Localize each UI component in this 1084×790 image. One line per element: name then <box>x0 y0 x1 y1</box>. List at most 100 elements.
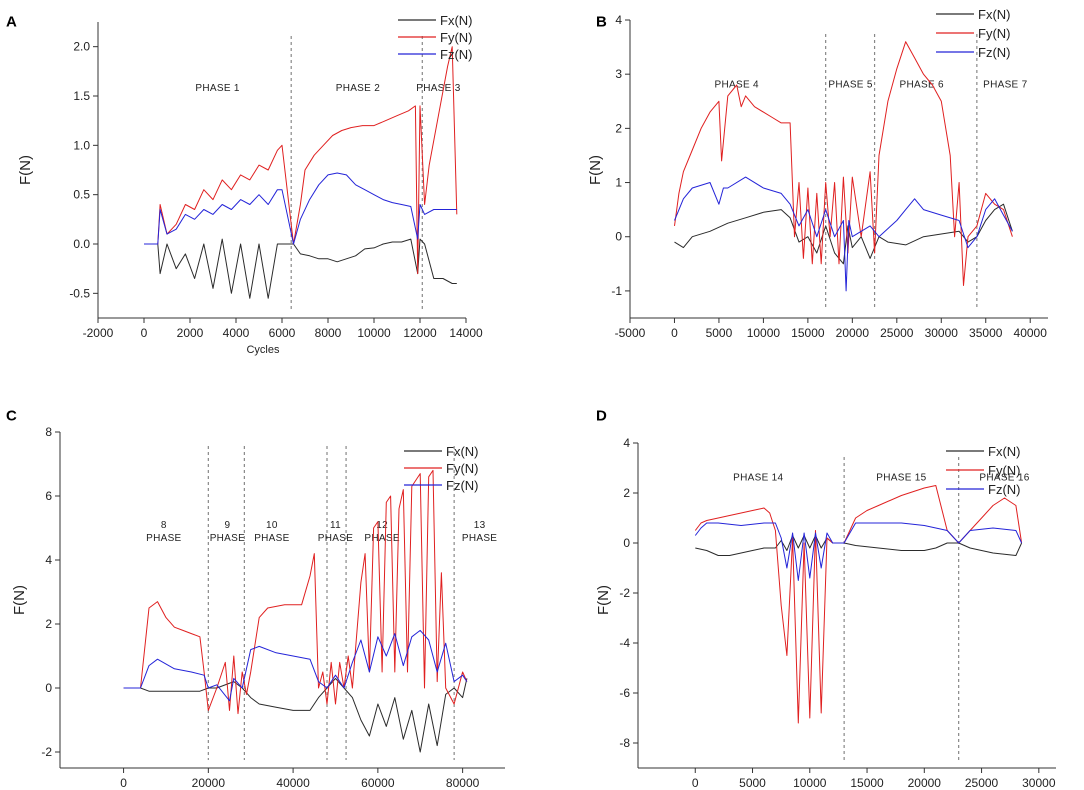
x-tick-label: 6000 <box>269 326 296 340</box>
phase-label: PHASE 1 <box>195 83 239 94</box>
x-tick-label: 20000 <box>192 776 226 790</box>
y-axis-title: F(N) <box>17 155 34 185</box>
legend-label: Fz(N) <box>988 482 1021 497</box>
phase-label: PHASE <box>146 533 181 544</box>
x-tick-label: 12000 <box>403 326 437 340</box>
x-tick-label: 35000 <box>969 326 1003 340</box>
y-tick-label: 4 <box>623 436 630 450</box>
x-tick-label: 20000 <box>908 776 942 790</box>
y-tick-label: -4 <box>619 636 630 650</box>
y-tick-label: 4 <box>615 13 622 27</box>
phase-label: 9 <box>224 520 230 531</box>
x-tick-label: 15000 <box>791 326 825 340</box>
panel-letter: B <box>596 13 607 30</box>
x-tick-label: 40000 <box>276 776 310 790</box>
y-tick-label: 0 <box>45 681 52 695</box>
series-line-fzn <box>123 629 468 702</box>
x-tick-label: 5000 <box>706 326 733 340</box>
x-tick-label: 30000 <box>1022 776 1056 790</box>
phase-label: PHASE 15 <box>876 473 926 484</box>
series-line-fyn <box>694 485 1023 724</box>
series-line-fxn <box>123 677 468 753</box>
y-tick-label: 2 <box>45 617 52 631</box>
series-line-fzn <box>144 172 457 245</box>
y-tick-label: -6 <box>619 686 630 700</box>
x-tick-label: 0 <box>120 776 127 790</box>
legend-label: Fy(N) <box>978 26 1011 41</box>
phase-label: PHASE 7 <box>983 80 1027 91</box>
legend-label: Fy(N) <box>440 30 473 45</box>
y-tick-label: 0.5 <box>73 188 90 202</box>
y-tick-label: 0.0 <box>73 237 90 251</box>
legend-label: Fz(N) <box>446 478 479 493</box>
chart-panel-a: A -0.5 0.0 0.5 1.0 1.5 2.0 -2000 0 2000 4000 6000 80… <box>6 13 483 356</box>
y-axis-title: F(N) <box>11 585 28 615</box>
legend-label: Fz(N) <box>978 45 1011 60</box>
x-tick-label: 40000 <box>1014 326 1048 340</box>
phase-label: PHASE <box>210 533 245 544</box>
x-tick-label: 20000 <box>836 326 870 340</box>
y-tick-label: -2 <box>619 586 630 600</box>
x-tick-label: 10000 <box>357 326 391 340</box>
x-tick-label: -2000 <box>83 326 114 340</box>
y-tick-label: 1.5 <box>73 89 90 103</box>
phase-label: 12 <box>376 520 388 531</box>
x-tick-label: 25000 <box>880 326 914 340</box>
phase-label: PHASE <box>462 533 497 544</box>
series-line-fyn <box>123 469 468 715</box>
phase-label: PHASE 5 <box>828 80 872 91</box>
phase-label: 8 <box>161 520 167 531</box>
x-tick-label: 10000 <box>747 326 781 340</box>
chart-panel-c: C -2 0 2 4 6 8 0 20000 40000 60000 80000 F(N) 8 PHASE 9… <box>6 407 505 790</box>
phase-label: PHASE 16 <box>979 473 1029 484</box>
panel-letter: A <box>6 13 17 30</box>
x-tick-label: 80000 <box>446 776 480 790</box>
phase-label: PHASE <box>364 533 399 544</box>
chart-panel-b: B -1 0 1 2 3 4 -5000 0 5000 10000 15000 20000 25000 30… <box>587 7 1048 340</box>
y-axis-title: F(N) <box>587 155 604 185</box>
y-tick-label: 4 <box>45 553 52 567</box>
y-tick-label: 6 <box>45 489 52 503</box>
x-tick-label: 0 <box>692 776 699 790</box>
y-tick-label: -1 <box>611 284 622 298</box>
phase-label: 13 <box>474 520 486 531</box>
legend-label: Fx(N) <box>988 444 1021 459</box>
phase-label: 10 <box>266 520 278 531</box>
legend-label: Fx(N) <box>978 7 1011 22</box>
series-line-fzn <box>674 176 1013 292</box>
phase-label: PHASE <box>318 533 353 544</box>
phase-label: PHASE 2 <box>336 83 380 94</box>
y-tick-label: 0 <box>615 230 622 244</box>
legend-label: Fy(N) <box>446 461 479 476</box>
phase-label: PHASE 6 <box>900 80 944 91</box>
chart-panel-d: D -8 -6 -4 -2 0 2 4 0 5000 10000 15000 20000 25000 300… <box>595 407 1056 790</box>
y-tick-label: 1 <box>615 176 622 190</box>
series-line-fyn <box>674 41 1013 286</box>
y-tick-label: 0 <box>623 536 630 550</box>
legend-label: Fz(N) <box>440 47 473 62</box>
x-tick-label: 10000 <box>793 776 827 790</box>
x-tick-label: 4000 <box>223 326 250 340</box>
series-line-fzn <box>694 522 1023 581</box>
x-tick-label: 15000 <box>850 776 884 790</box>
y-tick-label: 1.0 <box>73 138 90 152</box>
y-tick-label: 2 <box>623 486 630 500</box>
series-line-fxn <box>144 238 457 299</box>
y-axis-title: F(N) <box>595 585 612 615</box>
y-tick-label: 2 <box>615 121 622 135</box>
series-line-fxn <box>695 535 1023 556</box>
phase-label: PHASE 14 <box>733 473 783 484</box>
x-tick-label: -5000 <box>615 326 646 340</box>
y-tick-label: -8 <box>619 736 630 750</box>
x-tick-label: 2000 <box>177 326 204 340</box>
y-tick-label: 8 <box>45 425 52 439</box>
x-tick-label: 0 <box>141 326 148 340</box>
x-tick-label: 60000 <box>361 776 395 790</box>
series-line-fyn <box>144 46 458 275</box>
x-tick-label: 14000 <box>449 326 483 340</box>
phase-label: 11 <box>330 520 341 531</box>
legend-label: Fx(N) <box>440 13 473 28</box>
phase-label: PHASE 3 <box>416 83 460 94</box>
x-tick-label: 30000 <box>925 326 959 340</box>
